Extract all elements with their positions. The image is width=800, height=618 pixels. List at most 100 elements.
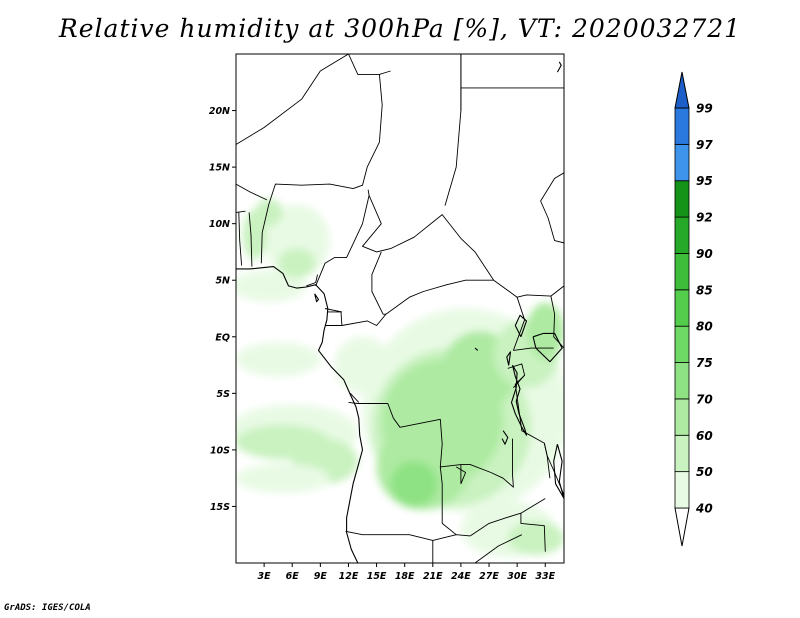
lon-tick-label-2: 9E xyxy=(314,571,328,582)
colorbar-swatch-60 xyxy=(674,398,690,436)
colorbar-swatch-70 xyxy=(674,362,690,400)
lon-tick-label-6: 21E xyxy=(423,571,443,582)
boundary-line-22 xyxy=(513,347,554,351)
colorbar-label-95: 95 xyxy=(696,174,713,188)
coastline-0 xyxy=(236,266,364,563)
lat-tick-label-2: 10N xyxy=(209,219,230,230)
boundary-line-31 xyxy=(520,513,546,552)
lat-tick-label-0: 20N xyxy=(209,106,230,117)
colorbar-swatch-95 xyxy=(674,143,690,182)
lat-tick-label-3: 5N xyxy=(215,276,230,287)
colorbar-label-92: 92 xyxy=(696,211,713,225)
humidity-region-16 xyxy=(236,463,330,493)
coastlines xyxy=(236,61,564,563)
boundary-line-35 xyxy=(306,274,318,287)
lon-tick-label-5: 18E xyxy=(395,571,415,582)
colorbar-swatch-85 xyxy=(674,253,690,291)
colorbar: 40 50 60 70 75 80 85 90 92 95 97 99 xyxy=(674,71,713,547)
humidity-region-4 xyxy=(254,198,283,226)
coastline-4 xyxy=(532,332,563,363)
boundary-line-32 xyxy=(543,443,564,496)
boundary-line-9 xyxy=(371,251,386,315)
lat-tick-label-6: 10S xyxy=(210,445,230,456)
lon-tick-label-8: 27E xyxy=(479,571,499,582)
boundary-line-36 xyxy=(455,466,467,484)
colorbar-label-90: 90 xyxy=(696,247,713,261)
boundary-line-10 xyxy=(385,279,494,315)
colorbar-below-triangle xyxy=(674,507,690,547)
lon-tick-label-4: 15E xyxy=(367,571,387,582)
lat-tick-label-4: EQ xyxy=(215,332,230,343)
lat-tick-label-1: 15N xyxy=(209,163,230,174)
colorbar-swatch-75 xyxy=(674,325,690,363)
coastline-7 xyxy=(474,347,479,351)
boundary-line-26 xyxy=(349,392,360,403)
coastline-6 xyxy=(501,430,509,445)
boundary-line-23 xyxy=(507,363,526,389)
lon-tick-label-10: 33E xyxy=(535,571,555,582)
grads-credit: GrADS: IGES/COLA xyxy=(4,603,91,613)
humidity-region-2 xyxy=(278,248,316,278)
colorbar-label-50: 50 xyxy=(696,465,713,479)
coastline-3 xyxy=(514,314,528,338)
lon-tick-label-3: 12E xyxy=(339,571,359,582)
colorbar-label-40: 40 xyxy=(695,502,713,516)
latitude-axis: 20N 15N 10N 5N EQ 5S 10S 15S xyxy=(209,106,236,513)
humidity-region-17 xyxy=(334,336,391,394)
colorbar-label-99: 99 xyxy=(696,102,713,116)
colorbar-swatch-50 xyxy=(674,434,690,473)
map-title: Relative humidity at 300hPa [%], VT: 202… xyxy=(58,14,742,43)
colorbar-swatch-92 xyxy=(674,180,690,218)
humidity-region-18 xyxy=(236,342,321,377)
coastline-2 xyxy=(506,351,512,366)
humidity-contours xyxy=(236,198,564,558)
coastline-8 xyxy=(314,293,320,303)
humidity-region-12 xyxy=(526,302,564,360)
boundary-line-19 xyxy=(493,279,564,298)
lat-tick-label-7: 15S xyxy=(210,502,230,513)
coastline-1 xyxy=(510,364,528,436)
boundary-line-8 xyxy=(362,195,495,281)
boundary-line-30 xyxy=(460,438,514,488)
political-boundaries xyxy=(236,54,564,563)
boundary-line-0 xyxy=(236,54,349,145)
colorbar-above-triangle xyxy=(674,71,690,109)
colorbar-swatch-40 xyxy=(674,471,690,509)
colorbar-swatch-80 xyxy=(674,289,690,327)
colorbar-swatch-90 xyxy=(674,216,690,254)
lon-tick-label-9: 30E xyxy=(507,571,527,582)
boundary-line-28 xyxy=(439,466,457,536)
map-frame xyxy=(235,53,565,564)
colorbar-label-75: 75 xyxy=(696,356,713,370)
longitude-axis: 3E 6E 9E 12E 15E 18E 21E 24E 27E 30E 33E xyxy=(258,563,556,582)
boundary-line-27 xyxy=(345,530,471,541)
coastline-9 xyxy=(556,61,562,73)
humidity-region-20 xyxy=(507,521,564,556)
lat-tick-label-5: 5S xyxy=(217,389,231,400)
lon-tick-label-1: 6E xyxy=(286,571,300,582)
colorbar-label-85: 85 xyxy=(696,283,713,297)
colorbar-label-70: 70 xyxy=(696,392,713,406)
boundary-line-11 xyxy=(341,313,387,326)
boundary-line-3 xyxy=(236,183,268,201)
colorbar-label-80: 80 xyxy=(696,320,713,334)
boundary-line-2 xyxy=(260,74,383,264)
humidity-region-1 xyxy=(236,270,307,302)
humidity-shading xyxy=(236,198,564,558)
boundary-line-25 xyxy=(348,401,462,484)
boundary-line-4 xyxy=(236,210,246,213)
boundary-line-29 xyxy=(470,498,546,537)
humidity-region-10 xyxy=(390,461,438,507)
colorbar-swatch-97 xyxy=(674,107,690,145)
boundary-line-15 xyxy=(444,54,462,206)
boundary-line-18 xyxy=(540,172,564,244)
colorbar-label-60: 60 xyxy=(696,429,713,443)
boundary-line-12 xyxy=(327,311,343,326)
boundary-line-34 xyxy=(474,534,522,563)
colorbar-label-97: 97 xyxy=(696,138,713,152)
lon-tick-label-0: 3E xyxy=(258,571,272,582)
boundary-line-5 xyxy=(238,212,243,266)
boundary-line-1 xyxy=(348,54,391,75)
coastline-5 xyxy=(553,444,564,500)
